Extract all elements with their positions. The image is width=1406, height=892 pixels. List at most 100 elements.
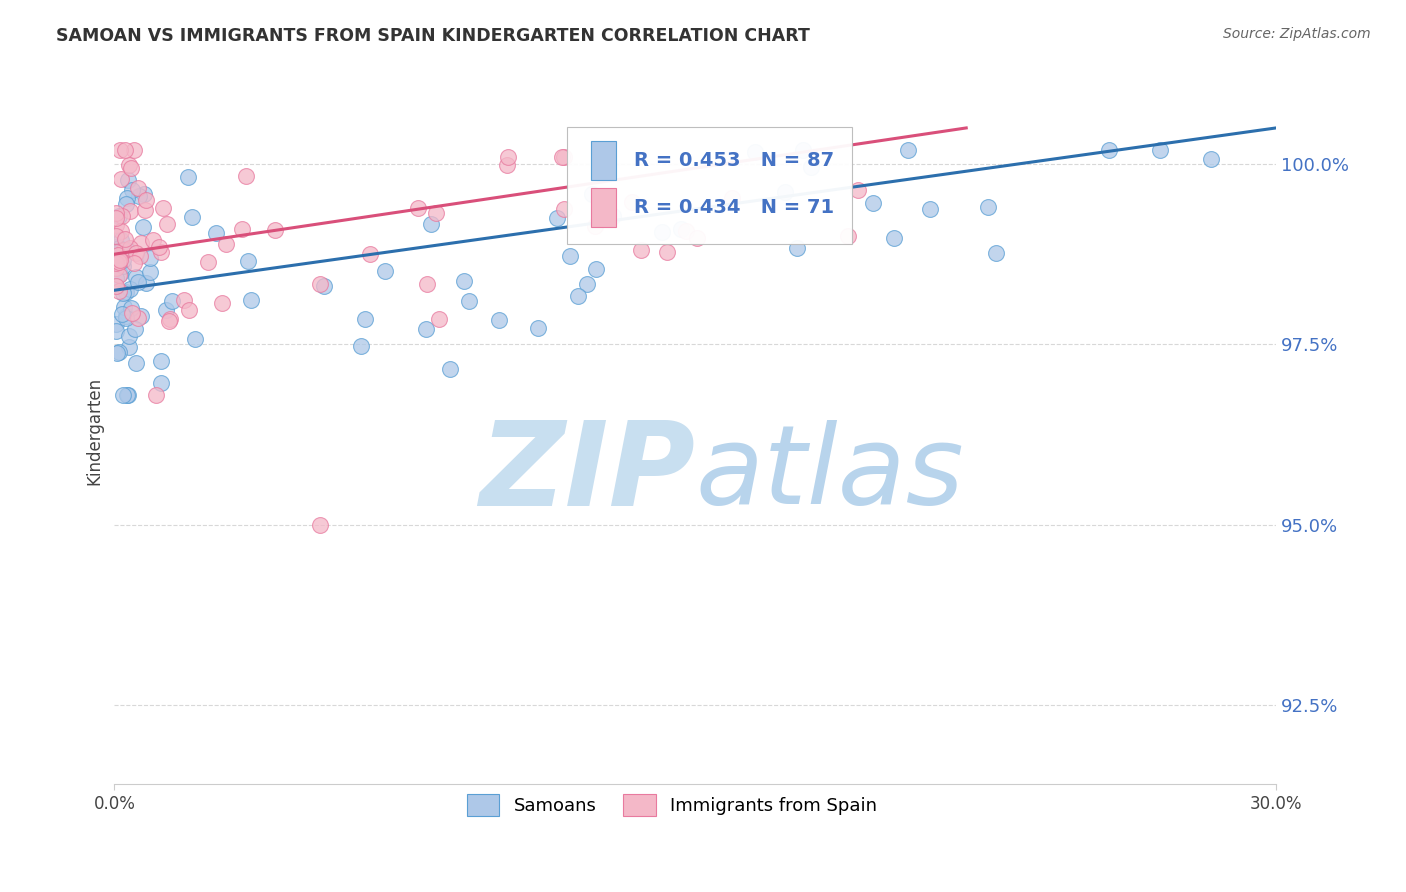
Point bbox=[453, 274, 475, 288]
Point bbox=[159, 312, 181, 326]
Point bbox=[135, 276, 157, 290]
Point bbox=[110, 253, 132, 268]
Point bbox=[630, 244, 652, 258]
Point bbox=[1199, 152, 1222, 166]
Point bbox=[108, 268, 131, 282]
Point bbox=[976, 200, 998, 214]
Point bbox=[121, 305, 143, 319]
Point bbox=[139, 251, 162, 265]
Point bbox=[846, 183, 869, 197]
Point bbox=[883, 230, 905, 244]
Point bbox=[117, 388, 139, 402]
Point bbox=[132, 186, 155, 201]
Point bbox=[314, 278, 336, 293]
Point bbox=[181, 210, 204, 224]
Point bbox=[112, 259, 135, 273]
Point bbox=[108, 252, 131, 266]
Point bbox=[156, 217, 179, 231]
Point bbox=[128, 189, 150, 203]
Point bbox=[197, 255, 219, 269]
Point bbox=[583, 219, 606, 233]
Point bbox=[134, 203, 156, 218]
Point bbox=[1149, 143, 1171, 157]
Point bbox=[620, 194, 643, 209]
Point bbox=[419, 217, 441, 231]
Point bbox=[149, 376, 172, 390]
Point bbox=[686, 231, 709, 245]
Point bbox=[111, 209, 134, 223]
Point bbox=[546, 211, 568, 225]
Point bbox=[125, 270, 148, 285]
Y-axis label: Kindergarten: Kindergarten bbox=[86, 377, 103, 485]
Point bbox=[110, 267, 132, 281]
Point bbox=[721, 191, 744, 205]
Point bbox=[177, 303, 200, 318]
Point bbox=[108, 209, 131, 223]
Point bbox=[576, 277, 599, 291]
Point bbox=[862, 196, 884, 211]
Point bbox=[496, 150, 519, 164]
Point bbox=[231, 221, 253, 235]
Point bbox=[115, 197, 138, 211]
Point bbox=[142, 233, 165, 247]
Point bbox=[173, 293, 195, 307]
Point bbox=[122, 255, 145, 269]
Text: SAMOAN VS IMMIGRANTS FROM SPAIN KINDERGARTEN CORRELATION CHART: SAMOAN VS IMMIGRANTS FROM SPAIN KINDERGA… bbox=[56, 27, 810, 45]
Point bbox=[551, 150, 574, 164]
Point bbox=[110, 171, 132, 186]
Point bbox=[112, 300, 135, 314]
Point bbox=[177, 169, 200, 184]
Point bbox=[439, 362, 461, 376]
Point bbox=[111, 308, 134, 322]
Point bbox=[786, 241, 808, 255]
Point bbox=[415, 277, 437, 291]
Point bbox=[105, 260, 128, 275]
Point bbox=[149, 354, 172, 368]
Point bbox=[374, 264, 396, 278]
Point bbox=[527, 321, 550, 335]
Point bbox=[105, 240, 128, 254]
Point bbox=[129, 249, 152, 263]
Point bbox=[215, 236, 238, 251]
Point bbox=[567, 289, 589, 303]
Point bbox=[110, 224, 132, 238]
Point bbox=[105, 324, 128, 338]
Point bbox=[651, 226, 673, 240]
Legend: Samoans, Immigrants from Spain: Samoans, Immigrants from Spain bbox=[457, 785, 886, 825]
Point bbox=[112, 253, 135, 268]
Point bbox=[125, 356, 148, 370]
Point bbox=[114, 309, 136, 323]
Point bbox=[110, 244, 132, 258]
Point bbox=[105, 245, 128, 260]
Point bbox=[354, 312, 377, 326]
Point bbox=[110, 233, 132, 247]
Point bbox=[135, 193, 157, 207]
FancyBboxPatch shape bbox=[568, 127, 852, 244]
Point bbox=[105, 271, 128, 285]
Point bbox=[118, 329, 141, 343]
Point bbox=[108, 344, 131, 359]
Point bbox=[114, 143, 136, 157]
Point bbox=[107, 284, 129, 298]
Point bbox=[350, 339, 373, 353]
FancyBboxPatch shape bbox=[591, 141, 616, 180]
Point bbox=[112, 243, 135, 257]
Point bbox=[984, 246, 1007, 260]
Point bbox=[792, 143, 814, 157]
Point bbox=[115, 388, 138, 402]
Point bbox=[114, 232, 136, 246]
Point bbox=[127, 181, 149, 195]
Point bbox=[112, 388, 135, 402]
Text: Source: ZipAtlas.com: Source: ZipAtlas.com bbox=[1223, 27, 1371, 41]
Point bbox=[121, 183, 143, 197]
Point bbox=[117, 173, 139, 187]
Point bbox=[105, 218, 128, 232]
Point bbox=[581, 186, 603, 201]
Point bbox=[105, 317, 128, 331]
Point bbox=[131, 236, 153, 251]
Point bbox=[148, 240, 170, 254]
Point bbox=[105, 256, 128, 270]
Text: ZIP: ZIP bbox=[479, 416, 695, 531]
Point bbox=[115, 311, 138, 326]
Point bbox=[264, 222, 287, 236]
